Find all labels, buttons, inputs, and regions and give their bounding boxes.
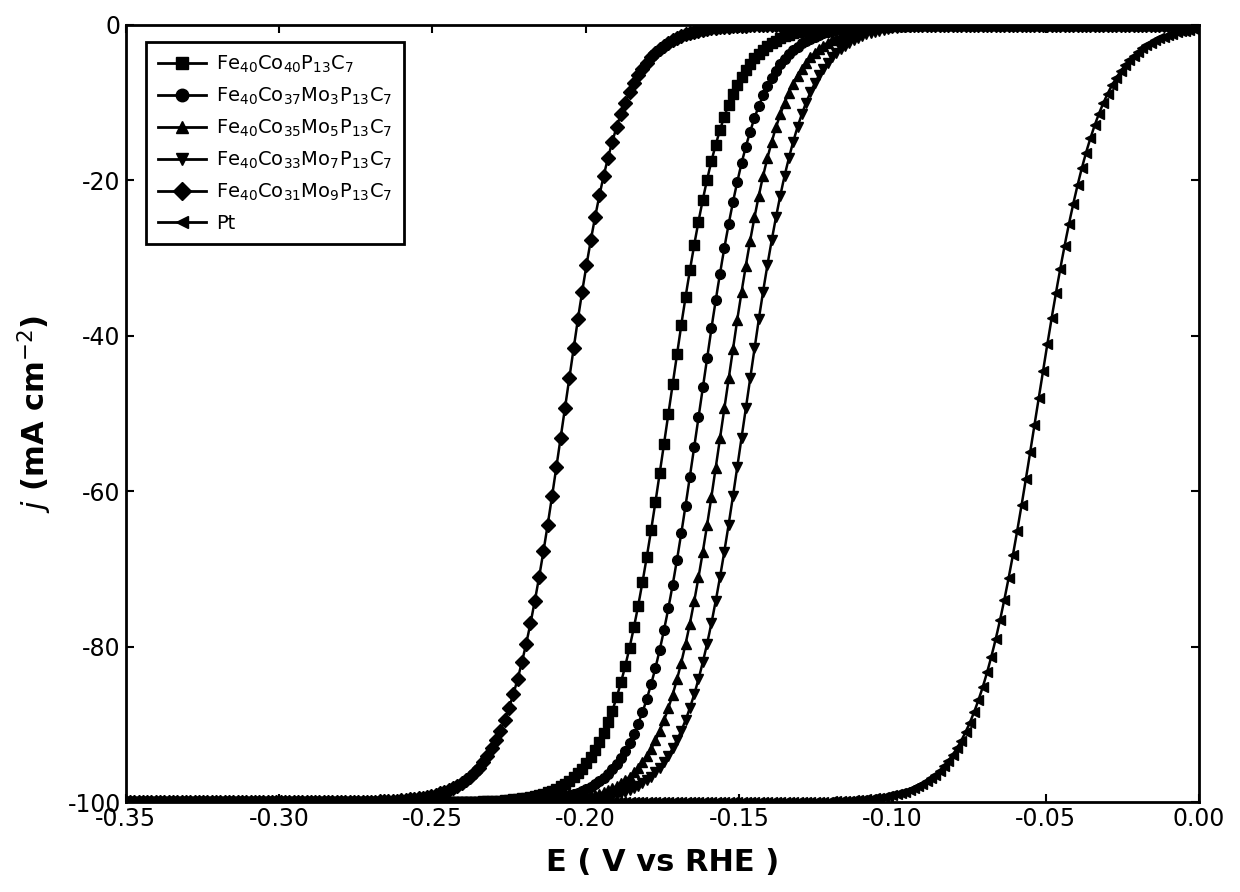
X-axis label: E ( V vs RHE ): E ( V vs RHE ): [546, 848, 779, 877]
Y-axis label: $j$ (mA cm$^{-2}$): $j$ (mA cm$^{-2}$): [15, 314, 53, 513]
Legend: Fe$_{40}$Co$_{40}$P$_{13}$C$_{7}$, Fe$_{40}$Co$_{37}$Mo$_{3}$P$_{13}$C$_{7}$, Fe: Fe$_{40}$Co$_{40}$P$_{13}$C$_{7}$, Fe$_{…: [146, 42, 404, 244]
